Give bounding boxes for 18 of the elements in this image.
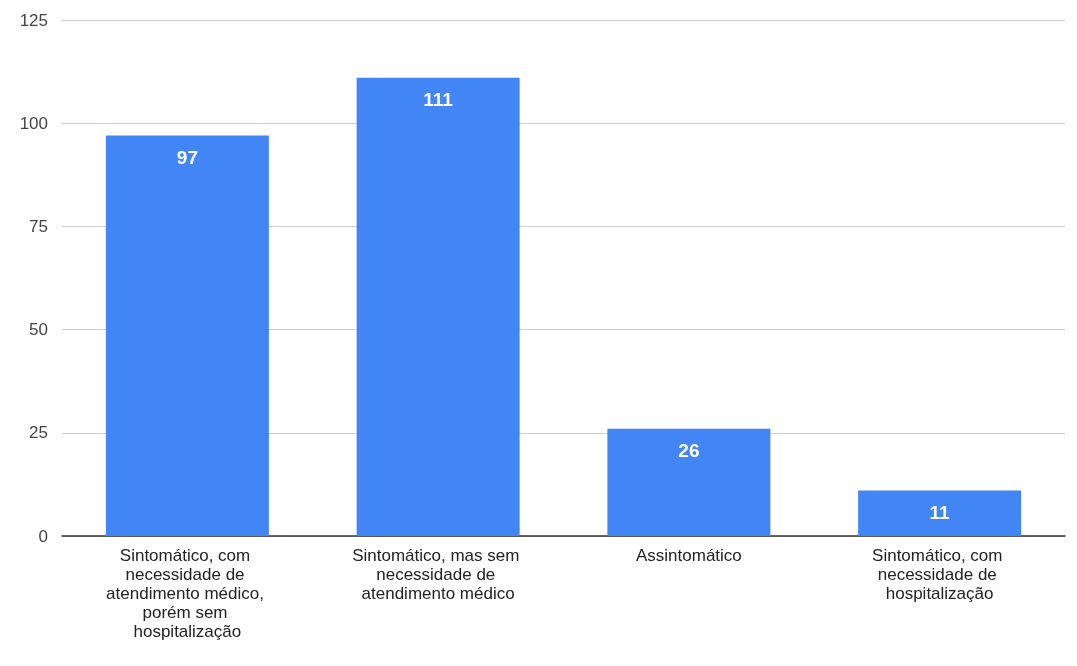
y-tick-label: 0 [38,526,48,546]
data-label: 97 [176,146,198,168]
bar [858,490,1022,536]
data-label: 111 [423,88,454,110]
bar [607,428,771,536]
y-tick-label: 125 [19,10,48,30]
y-tick-label: 100 [19,113,48,133]
x-tick-label: Sintomático, mas sem necessidade de atendimento médico [352,546,525,603]
data-label: 11 [929,501,951,523]
data-label: 26 [678,439,700,461]
bar [356,77,520,536]
y-tick-label: 50 [29,320,48,340]
x-tick-label: Sintomático, com necessidade de atendimento médico, porém sem hospitalização [106,546,269,641]
y-tick-label: 25 [29,423,48,443]
y-tick-label: 75 [29,216,48,236]
x-tick-label: Sintomático, com necessidade de hospitalização [872,546,1008,603]
x-tick-label: Assintomático [635,546,742,565]
bar [105,135,269,536]
